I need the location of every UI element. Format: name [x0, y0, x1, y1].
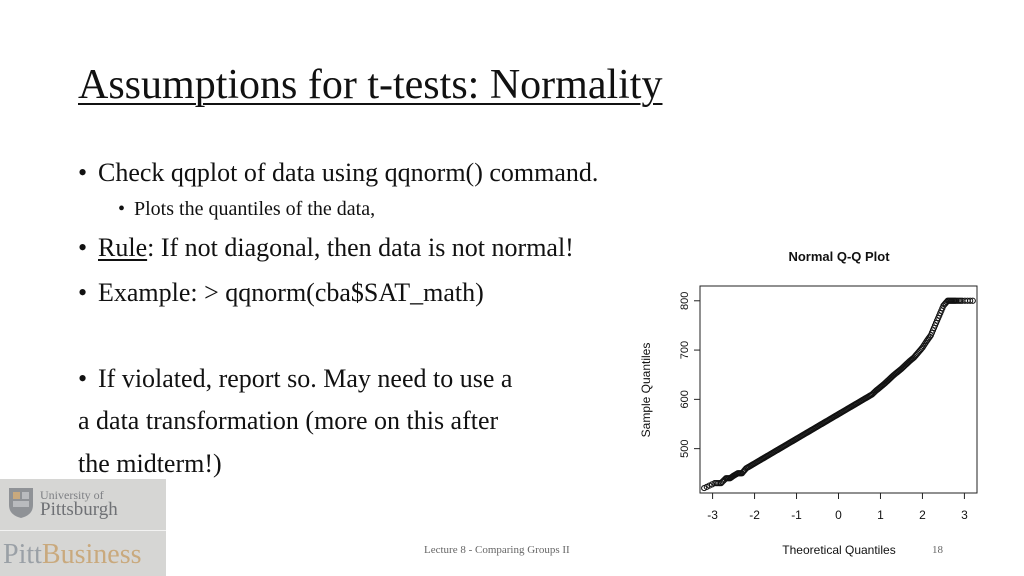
- rule-word: Rule: [98, 233, 148, 262]
- bullet-3: • Example: > qqnorm(cba$SAT_math): [78, 278, 484, 308]
- qq-plot: Normal Q-Q Plot -3 -2 -1 0 1 2 3 500 600 700 800 …: [630, 240, 990, 570]
- y-tick-label: 700: [679, 341, 691, 359]
- y-axis-label: Sample Quantiles: [639, 343, 653, 438]
- bullet-1-sub-text: Plots the quantiles of the data,: [134, 198, 376, 220]
- logo-divider: [0, 530, 166, 531]
- page-number: 18: [932, 544, 943, 556]
- data-points: [701, 297, 976, 492]
- bullet-2: • Rule: If not diagonal, then data is not…: [78, 233, 574, 263]
- bullet-dot: •: [78, 158, 88, 187]
- x-tick-label: 0: [835, 508, 842, 522]
- bullet-2-text: : If not diagonal, then data is not norm…: [147, 233, 574, 262]
- logo-university-of: University of: [40, 488, 104, 502]
- bullet-dot: •: [78, 233, 88, 262]
- footer-text: Lecture 8 - Comparing Groups II: [424, 544, 570, 556]
- x-tick-label: 1: [877, 508, 884, 522]
- x-tick-label: -1: [791, 508, 802, 522]
- bullet-4-line3: the midterm!): [78, 449, 222, 478]
- bullet-dot: •: [118, 198, 126, 220]
- logo-business: Business: [41, 539, 142, 570]
- x-tick-label: 2: [919, 508, 926, 522]
- bullet-4-text: If violated, report so. May need to use …: [98, 364, 513, 393]
- bullet-1: • Check qqplot of data using qqnorm() com…: [78, 158, 598, 188]
- slide-title: Assumptions for t-tests: Normality: [78, 62, 663, 108]
- bullet-1-sub: • Plots the quantiles of the data,: [118, 197, 375, 221]
- x-tick-label: -2: [749, 508, 760, 522]
- logo-pittsburgh: Pittsburgh: [40, 499, 118, 520]
- x-axis: -3 -2 -1 0 1 2 3: [707, 493, 968, 522]
- x-tick-label: -3: [707, 508, 718, 522]
- logo-pitt: Pitt: [3, 539, 42, 570]
- bullet-dot: •: [78, 364, 88, 393]
- chart-title: Normal Q-Q Plot: [788, 249, 890, 264]
- bullet-4: • If violated, report so. May need to use…: [78, 364, 512, 394]
- bullet-3-text: Example: > qqnorm(cba$SAT_math): [98, 278, 484, 307]
- university-logo: University of Pittsburgh PittBusiness: [0, 479, 166, 576]
- qq-plot-svg: Normal Q-Q Plot -3 -2 -1 0 1 2 3 500600700800 …: [639, 249, 978, 557]
- x-tick-label: 3: [961, 508, 968, 522]
- bullet-4-line2: a data transformation (more on this afte…: [78, 406, 499, 435]
- data-point: [969, 297, 976, 304]
- bullet-dot: •: [78, 278, 88, 307]
- data-point: [967, 297, 974, 304]
- logo-pitt-business: PittBusiness: [3, 539, 142, 571]
- y-axis: 500 600 700 800: [679, 292, 700, 458]
- bullet-1-text: Check qqplot of data using qqnorm() comm…: [98, 158, 599, 187]
- y-tick-label: 800: [679, 292, 691, 310]
- y-tick-label: 500: [679, 439, 691, 457]
- y-tick-label: 600: [679, 390, 691, 408]
- x-axis-label: Theoretical Quantiles: [782, 543, 895, 557]
- seal-icon: [9, 488, 33, 518]
